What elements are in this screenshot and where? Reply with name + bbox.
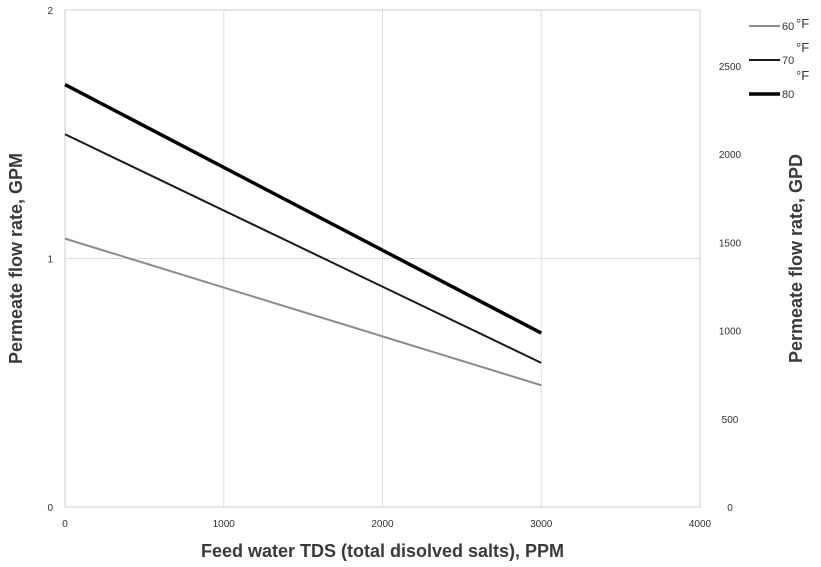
legend-unit-70: °F	[796, 40, 809, 55]
legend-label-60: 60	[782, 21, 794, 33]
plot-frame	[64, 9, 701, 508]
y2-tick-label: 0	[727, 503, 733, 514]
y2-tick-label: 1000	[719, 327, 742, 338]
legend-label-80: 80	[782, 89, 794, 101]
y-tick-label: 2	[47, 6, 53, 17]
y2-tick-labels: 0 500 1000 1500 2000 2500	[719, 62, 742, 514]
series-line-70	[64, 133, 542, 364]
y-tick-labels: 0 1 2	[47, 6, 53, 514]
y2-tick-label: 1500	[719, 238, 742, 249]
grid	[65, 10, 700, 507]
y2-tick-label: 500	[722, 415, 739, 426]
x-tick-label: 3000	[530, 519, 553, 530]
x-tick-label: 4000	[689, 519, 712, 530]
series-layer	[64, 82, 543, 387]
series-line-80	[64, 82, 543, 335]
x-axis-title: Feed water TDS (total disolved salts), P…	[201, 541, 564, 561]
y2-axis-title: Permeate flow rate, GPD	[786, 154, 806, 363]
y2-tick-label: 2500	[719, 62, 742, 73]
x-tick-labels: 0 1000 2000 3000 4000	[62, 519, 711, 530]
legend-unit-80: °F	[796, 68, 809, 83]
y-axis-title: Permeate flow rate, GPM	[6, 153, 26, 364]
legend-label-70: 70	[782, 55, 794, 67]
y-tick-label: 1	[47, 255, 53, 266]
x-tick-label: 2000	[371, 519, 394, 530]
legend: 60 °F70°F80°F	[749, 16, 809, 101]
y2-tick-label: 2000	[719, 150, 742, 161]
y-tick-label: 0	[47, 503, 53, 514]
x-tick-label: 0	[62, 519, 68, 530]
legend-unit-60: °F	[796, 16, 809, 31]
x-tick-label: 1000	[213, 519, 236, 530]
series-line-60	[64, 237, 542, 387]
